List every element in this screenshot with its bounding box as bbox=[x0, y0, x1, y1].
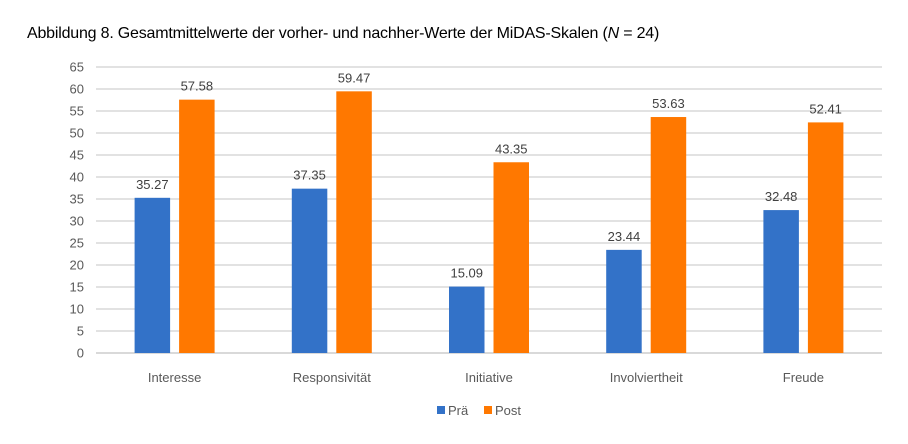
y-tick-label: 15 bbox=[70, 280, 84, 295]
y-tick-label: 55 bbox=[70, 104, 84, 119]
x-category-label: Responsivität bbox=[293, 370, 371, 385]
y-axis-ticks: 0 5 10 15 20 25 30 35 40 45 50 55 60 65 bbox=[70, 60, 84, 361]
data-label: 43.35 bbox=[495, 141, 528, 156]
y-tick-label: 5 bbox=[77, 324, 84, 339]
y-tick-label: 65 bbox=[70, 60, 84, 75]
data-label: 15.09 bbox=[450, 266, 483, 281]
y-tick-label: 30 bbox=[70, 214, 84, 229]
bar-prae bbox=[606, 249, 642, 353]
bar-prae bbox=[291, 188, 328, 353]
bar-post bbox=[807, 122, 844, 354]
y-tick-label: 20 bbox=[70, 258, 84, 273]
x-axis-categories: Interesse Responsivität Initiative Involvie… bbox=[148, 370, 824, 385]
bars bbox=[134, 91, 844, 354]
bar-post bbox=[336, 91, 372, 353]
bar-post bbox=[179, 99, 215, 353]
legend-label: Post bbox=[495, 403, 521, 418]
data-label: 57.58 bbox=[181, 79, 214, 94]
bar-post bbox=[650, 117, 687, 353]
y-tick-label: 0 bbox=[77, 346, 84, 361]
x-category-label: Freude bbox=[783, 370, 824, 385]
title-text: Abbildung 8. Gesamtmittelwerte der vorhe… bbox=[27, 25, 608, 42]
x-category-label: Interesse bbox=[148, 370, 201, 385]
bar-prae bbox=[449, 286, 485, 353]
data-label: 52.41 bbox=[809, 101, 842, 116]
data-label: 35.27 bbox=[136, 177, 169, 192]
data-label: 23.44 bbox=[608, 229, 641, 244]
y-tick-label: 45 bbox=[70, 148, 84, 163]
legend-label: Prä bbox=[448, 403, 469, 418]
data-label: 37.35 bbox=[293, 168, 326, 183]
data-labels: 35.27 57.58 37.35 59.47 15.09 43.35 23.44 53.63… bbox=[136, 70, 842, 280]
chart-title: Abbildung 8. Gesamtmittelwerte der vorhe… bbox=[27, 25, 659, 43]
y-tick-label: 60 bbox=[70, 82, 84, 97]
data-label: 59.47 bbox=[338, 70, 371, 85]
x-category-label: Initiative bbox=[465, 370, 513, 385]
legend-swatch-post bbox=[484, 406, 492, 414]
legend-swatch-prae bbox=[437, 406, 445, 414]
bar-post bbox=[493, 162, 529, 353]
y-tick-label: 35 bbox=[70, 192, 84, 207]
title-n-symbol: N bbox=[607, 25, 620, 42]
y-tick-label: 40 bbox=[70, 170, 84, 185]
bar-prae bbox=[134, 197, 171, 353]
x-category-label: Involviertheit bbox=[610, 370, 683, 385]
gridlines bbox=[96, 66, 882, 354]
y-tick-label: 25 bbox=[70, 236, 84, 251]
data-label: 32.48 bbox=[765, 189, 798, 204]
y-tick-label: 10 bbox=[70, 302, 84, 317]
data-label: 53.63 bbox=[652, 96, 685, 111]
bar-prae bbox=[763, 210, 799, 353]
legend: Prä Post bbox=[437, 403, 521, 418]
y-tick-label: 50 bbox=[70, 126, 84, 141]
title-suffix: = 24) bbox=[618, 25, 660, 42]
